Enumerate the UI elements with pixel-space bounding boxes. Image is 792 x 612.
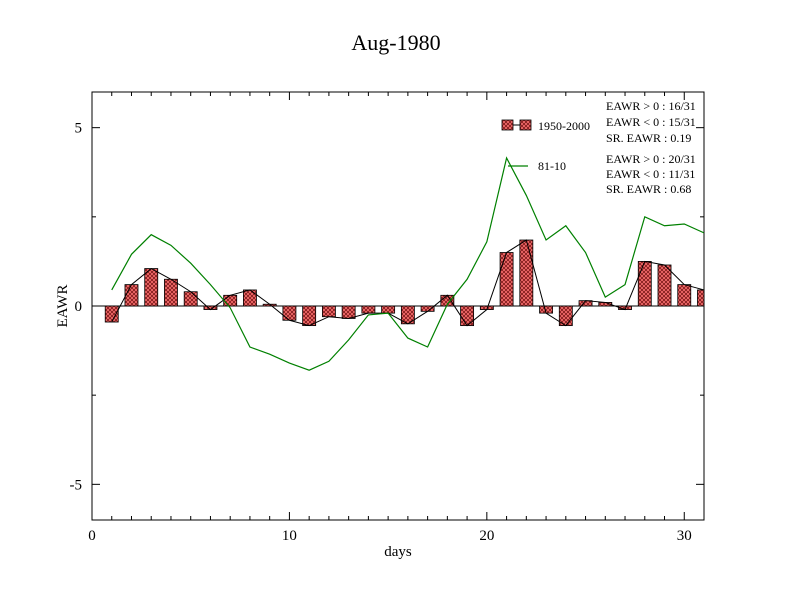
y-tick-label: -5 bbox=[70, 477, 83, 493]
x-axis-label: days bbox=[384, 544, 412, 560]
stat-positive-1950-2000: EAWR > 0 : 16/31 bbox=[606, 99, 696, 113]
bar-day-5 bbox=[183, 291, 198, 307]
bar-day-22 bbox=[519, 239, 534, 307]
bar-day-2 bbox=[124, 284, 139, 307]
stat-sr-81-10: SR. EAWR : 0.68 bbox=[606, 182, 691, 196]
y-axis-label: EAWR bbox=[55, 285, 71, 328]
stat-positive-81-10: EAWR > 0 : 20/31 bbox=[606, 152, 696, 166]
line-81-10 bbox=[111, 156, 705, 371]
bar-day-15 bbox=[381, 305, 396, 314]
legend-item-81-10: 81-10 bbox=[508, 159, 566, 173]
bar-day-30 bbox=[677, 284, 692, 307]
legend-label-81-10: 81-10 bbox=[538, 159, 566, 173]
bar-day-14 bbox=[361, 305, 376, 314]
bar-day-3 bbox=[144, 268, 159, 307]
bar-day-19 bbox=[460, 305, 475, 327]
bar-day-28 bbox=[637, 261, 652, 307]
legend-swatch-1950-2000 bbox=[501, 119, 514, 131]
stats-block-1950-2000: EAWR > 0 : 16/31 EAWR < 0 : 15/31 SR. EA… bbox=[606, 99, 696, 145]
bar-day-7 bbox=[223, 294, 238, 307]
x-axis: 0 10 20 30 bbox=[88, 92, 705, 544]
y-tick-label: 5 bbox=[75, 121, 83, 137]
bar-day-12 bbox=[321, 305, 336, 318]
bar-day-31 bbox=[697, 289, 705, 307]
bar-day-4 bbox=[164, 278, 178, 307]
legend-item-1950-2000: 1950-2000 bbox=[501, 119, 590, 133]
bar-day-21 bbox=[499, 252, 514, 307]
y-tick-label: 0 bbox=[75, 299, 83, 315]
x-tick-label: 0 bbox=[88, 528, 96, 544]
bar-series-1950-2000 bbox=[104, 239, 705, 327]
bar-day-11 bbox=[302, 305, 317, 327]
line-1950-2000 bbox=[111, 239, 705, 327]
bar-day-8 bbox=[243, 289, 257, 307]
chart-title: Aug-1980 bbox=[351, 30, 440, 55]
bar-day-13 bbox=[341, 305, 356, 319]
x-tick-label: 10 bbox=[282, 528, 297, 544]
stat-negative-1950-2000: EAWR < 0 : 15/31 bbox=[606, 115, 696, 129]
legend-swatch-1950-2000-b bbox=[519, 119, 532, 131]
x-tick-label: 20 bbox=[479, 528, 494, 544]
stat-negative-81-10: EAWR < 0 : 11/31 bbox=[606, 167, 695, 181]
bar-day-29 bbox=[657, 264, 672, 307]
stat-sr-1950-2000: SR. EAWR : 0.19 bbox=[606, 131, 691, 145]
legend: 1950-2000 81-10 bbox=[501, 119, 590, 173]
x-tick-label: 30 bbox=[677, 528, 692, 544]
legend-label-1950-2000: 1950-2000 bbox=[538, 119, 590, 133]
bar-day-17 bbox=[420, 305, 435, 312]
stats-block-81-10: EAWR > 0 : 20/31 EAWR < 0 : 11/31 SR. EA… bbox=[606, 152, 696, 196]
bar-day-10 bbox=[282, 305, 297, 321]
